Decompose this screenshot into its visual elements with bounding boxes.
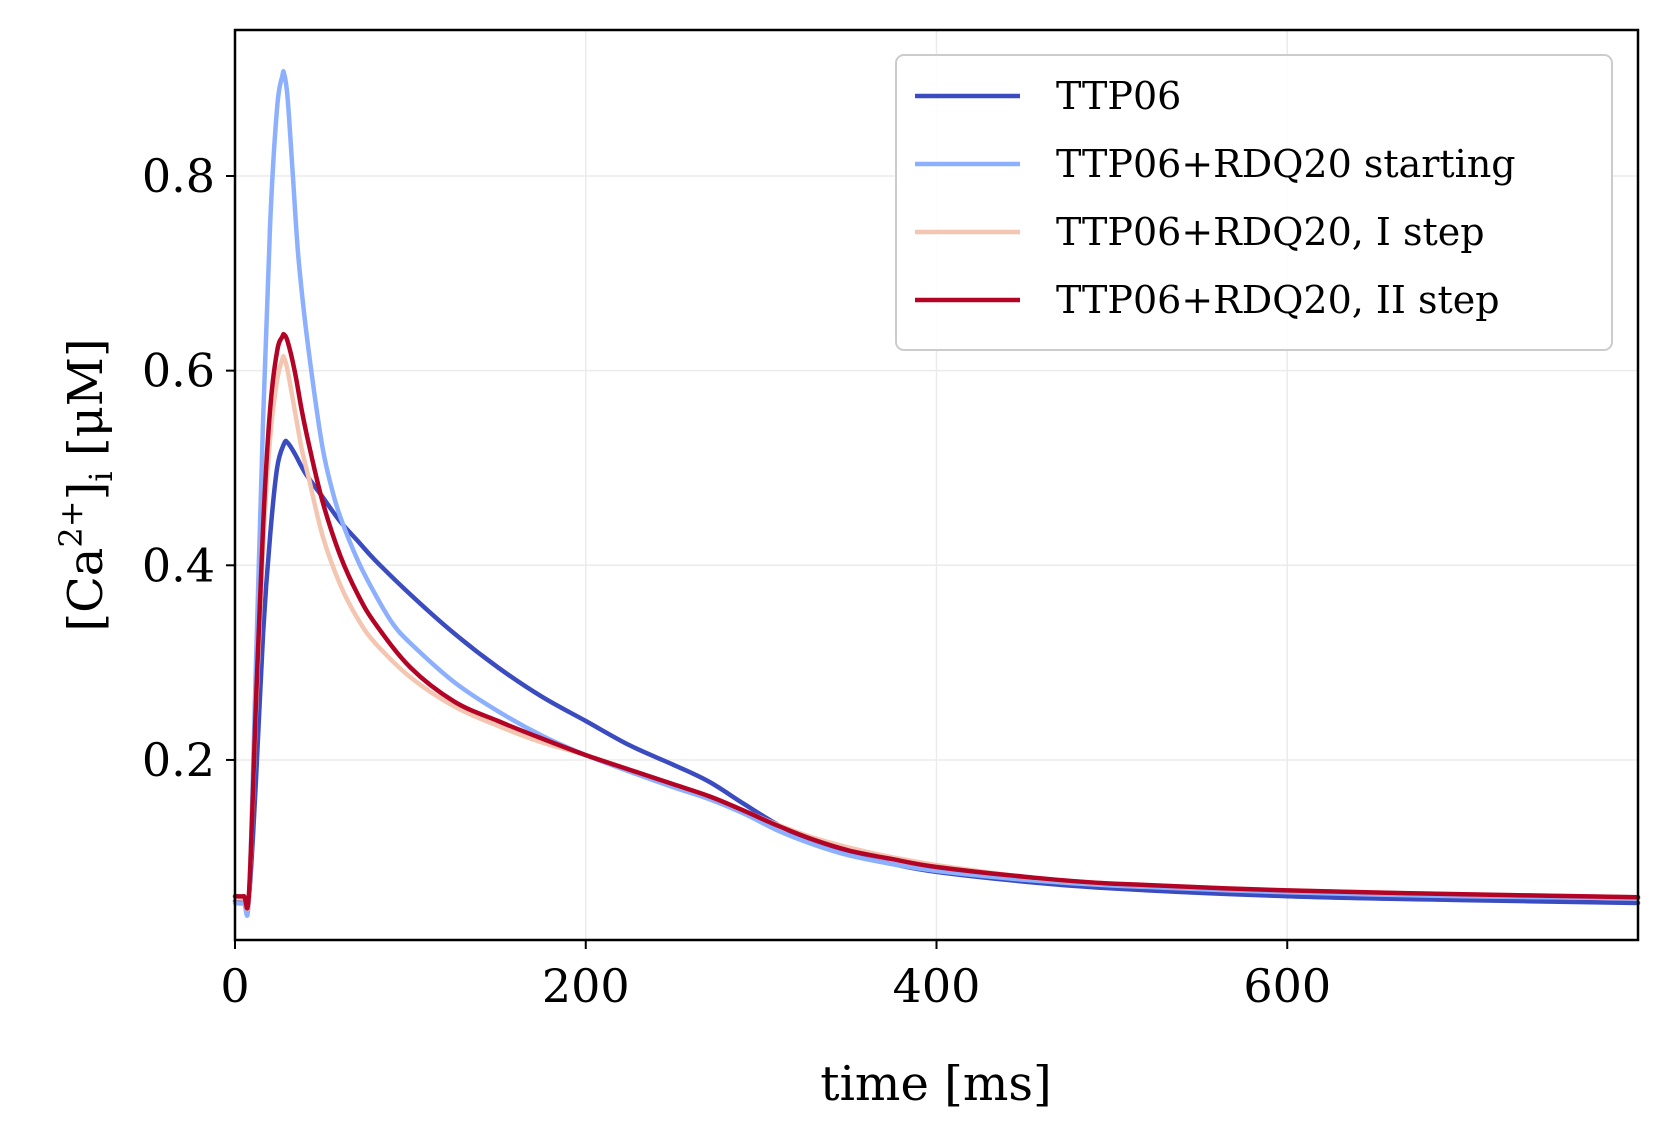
- y-tick-label: 0.2: [142, 733, 215, 787]
- x-tick-label: 200: [542, 959, 630, 1013]
- legend-label-1: TTP06: [1056, 74, 1181, 118]
- legend: TTP06 TTP06+RDQ20 starting TTP06+RDQ20, I …: [895, 54, 1613, 351]
- series-line-2: [232, 69, 1641, 918]
- x-tick-label: 0: [220, 959, 249, 1013]
- y-tick-label: 0.6: [142, 344, 215, 398]
- x-tick-label: 400: [893, 959, 981, 1013]
- legend-label-2: TTP06+RDQ20 starting: [1056, 142, 1516, 186]
- series-layer: [232, 69, 1641, 918]
- x-tick-label: 600: [1243, 959, 1331, 1013]
- legend-label-3: TTP06+RDQ20, I step: [1056, 210, 1485, 254]
- legend-box: [895, 54, 1613, 351]
- y-tick-label: 0.8: [142, 149, 215, 203]
- ticks: 0 200 400 600 0.2 0.4 0.6 0.8: [142, 149, 1331, 1013]
- y-tick-label: 0.4: [142, 538, 215, 592]
- series-line-4: [232, 331, 1641, 911]
- y-axis-label: [Ca2+]i [μM]: [52, 338, 120, 631]
- legend-label-4: TTP06+RDQ20, II step: [1056, 278, 1500, 322]
- x-axis-label: time [ms]: [820, 1056, 1051, 1112]
